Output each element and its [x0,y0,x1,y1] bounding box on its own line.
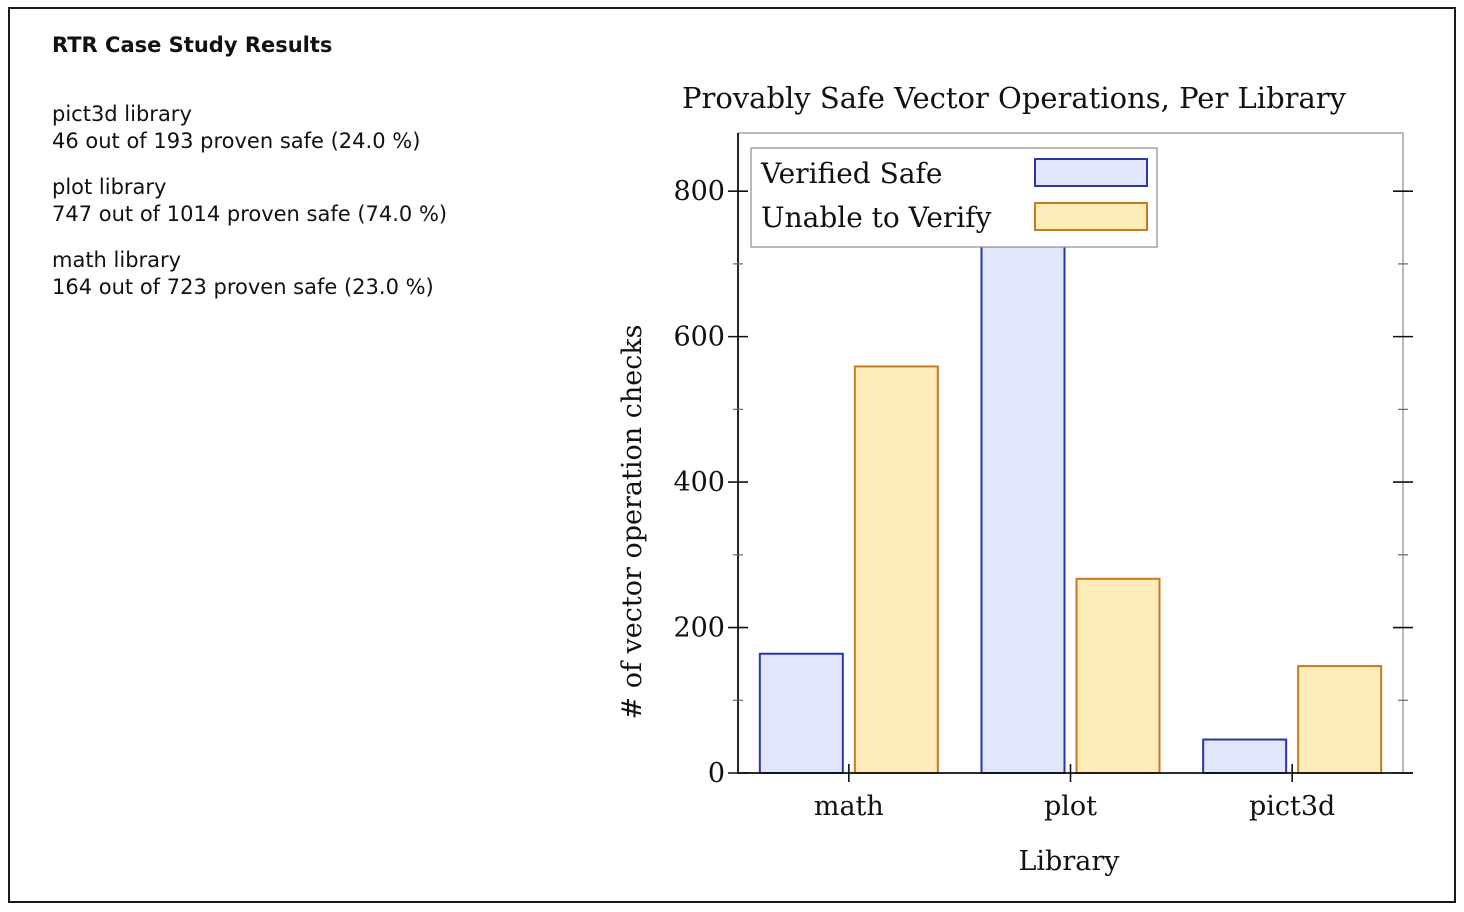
library-stats: 46 out of 193 proven safe (24.0 %) [52,129,421,153]
library-stats: 747 out of 1014 proven safe (74.0 %) [52,202,448,226]
bar-verified-safe-math [758,652,844,775]
x-tick-label: pict3d [1249,791,1335,822]
chart-title: Provably Safe Vector Operations, Per Lib… [682,81,1347,115]
bar-verified-safe-pict3d [1202,738,1288,775]
bar-verified-safe-plot [980,228,1066,774]
y-axis-label: # of vector operation checks [617,324,648,719]
x-tick-label: plot [1044,791,1097,822]
plot-area: math plot pict3d 0 200 400 600 800 Verified Safe… [673,132,1413,822]
library-name: plot library [52,175,167,199]
legend-swatch [1034,202,1148,231]
library-summary-list: pict3d library 46 out of 193 proven safe… [52,101,447,320]
library-name: pict3d library [52,102,192,126]
bar-unable-to-verify-plot [1075,577,1161,774]
report-title: RTR Case Study Results [52,33,333,57]
legend-swatch [1034,158,1148,187]
y-tick-label: 200 [673,613,725,644]
y-tick-label: 400 [673,467,725,498]
y-tick-label: 800 [673,176,725,207]
bar-unable-to-verify-math [853,365,939,774]
y-tick-label: 0 [708,758,725,789]
library-stats: 164 out of 723 proven safe (23.0 %) [52,275,434,299]
library-summary-plot: plot library 747 out of 1014 proven safe… [52,174,447,228]
legend-label: Verified Safe [760,157,942,190]
legend-label: Unable to Verify [761,201,992,234]
x-axis-label: Library [1018,846,1120,877]
library-name: math library [52,248,182,272]
library-summary-math: math library 164 out of 723 proven safe … [52,247,447,301]
library-summary-pict3d: pict3d library 46 out of 193 proven safe… [52,101,447,155]
x-tick-label: math [814,791,884,822]
bar-unable-to-verify-pict3d [1297,665,1383,774]
bar-chart: Provably Safe Vector Operations, Per Lib… [617,81,1413,877]
y-tick-label: 600 [673,322,725,353]
